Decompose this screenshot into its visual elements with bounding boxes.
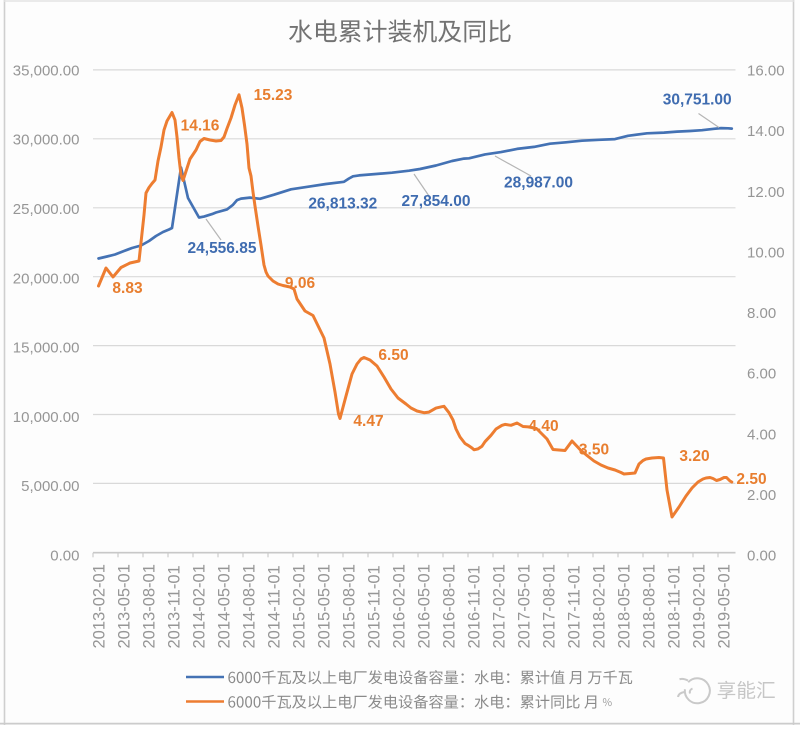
svg-text:2019-05-01: 2019-05-01 [716,564,734,648]
svg-text:4.47: 4.47 [353,413,383,430]
svg-text:2016-02-01: 2016-02-01 [391,564,409,648]
svg-text:2017-02-01: 2017-02-01 [491,564,509,648]
svg-text:12.00: 12.00 [747,184,785,201]
svg-text:0.00: 0.00 [747,548,776,565]
svg-text:6.00: 6.00 [747,366,776,383]
svg-text:2018-02-01: 2018-02-01 [591,564,609,648]
svg-text:2015-11-01: 2015-11-01 [366,565,384,648]
svg-text:28,987.00: 28,987.00 [504,175,573,192]
svg-text:2.00: 2.00 [747,487,776,504]
svg-text:2016-11-01: 2016-11-01 [466,565,484,648]
svg-text:14.16: 14.16 [181,118,220,135]
svg-text:15,000.00: 15,000.00 [13,340,80,357]
svg-text:8.83: 8.83 [112,280,143,297]
svg-text:6.50: 6.50 [378,347,408,364]
svg-text:14.00: 14.00 [747,123,785,140]
svg-text:2018-05-01: 2018-05-01 [616,564,634,648]
svg-text:16.00: 16.00 [747,63,785,80]
svg-text:2017-11-01: 2017-11-01 [566,565,584,648]
svg-text:2013-11-01: 2013-11-01 [166,565,184,648]
svg-text:2018-11-01: 2018-11-01 [666,565,684,648]
svg-text:24,556.85: 24,556.85 [188,240,257,257]
svg-text:15.23: 15.23 [254,87,293,104]
svg-text:2013-02-01: 2013-02-01 [91,564,109,648]
svg-text:2013-08-01: 2013-08-01 [141,564,159,648]
svg-text:4.40: 4.40 [528,418,558,435]
svg-text:2016-08-01: 2016-08-01 [441,564,459,648]
svg-text:2014-08-01: 2014-08-01 [241,564,259,648]
svg-text:2.50: 2.50 [736,471,766,488]
svg-text:2016-05-01: 2016-05-01 [416,564,434,648]
svg-text:8.00: 8.00 [747,305,776,322]
svg-text:30,000.00: 30,000.00 [13,132,80,149]
svg-text:2015-08-01: 2015-08-01 [341,564,359,648]
svg-text:26,813.32: 26,813.32 [308,196,377,213]
svg-text:35,000.00: 35,000.00 [13,62,80,79]
svg-text:3.20: 3.20 [679,448,709,465]
svg-text:9.06: 9.06 [285,275,316,292]
svg-text:30,751.00: 30,751.00 [663,92,732,109]
svg-text:2019-02-01: 2019-02-01 [691,564,709,648]
svg-text:10,000.00: 10,000.00 [13,409,80,426]
svg-text:10.00: 10.00 [747,244,785,261]
svg-text:2014-02-01: 2014-02-01 [191,564,209,648]
svg-text:20,000.00: 20,000.00 [13,270,80,287]
svg-text:2013-05-01: 2013-05-01 [116,564,134,648]
svg-text:2014-11-01: 2014-11-01 [266,565,284,648]
svg-text:5,000.00: 5,000.00 [21,478,79,495]
svg-text:2018-08-01: 2018-08-01 [641,564,659,648]
svg-text:2015-05-01: 2015-05-01 [316,564,334,648]
svg-text:27,854.00: 27,854.00 [402,193,471,210]
svg-text:3.50: 3.50 [579,442,609,459]
svg-text:2014-05-01: 2014-05-01 [216,564,234,648]
svg-text:2017-08-01: 2017-08-01 [541,564,559,648]
svg-text:0.00: 0.00 [50,548,79,565]
svg-text:25,000.00: 25,000.00 [13,201,80,218]
svg-text:2015-02-01: 2015-02-01 [291,564,309,648]
svg-text:2017-05-01: 2017-05-01 [516,564,534,648]
svg-text:4.00: 4.00 [747,426,776,443]
